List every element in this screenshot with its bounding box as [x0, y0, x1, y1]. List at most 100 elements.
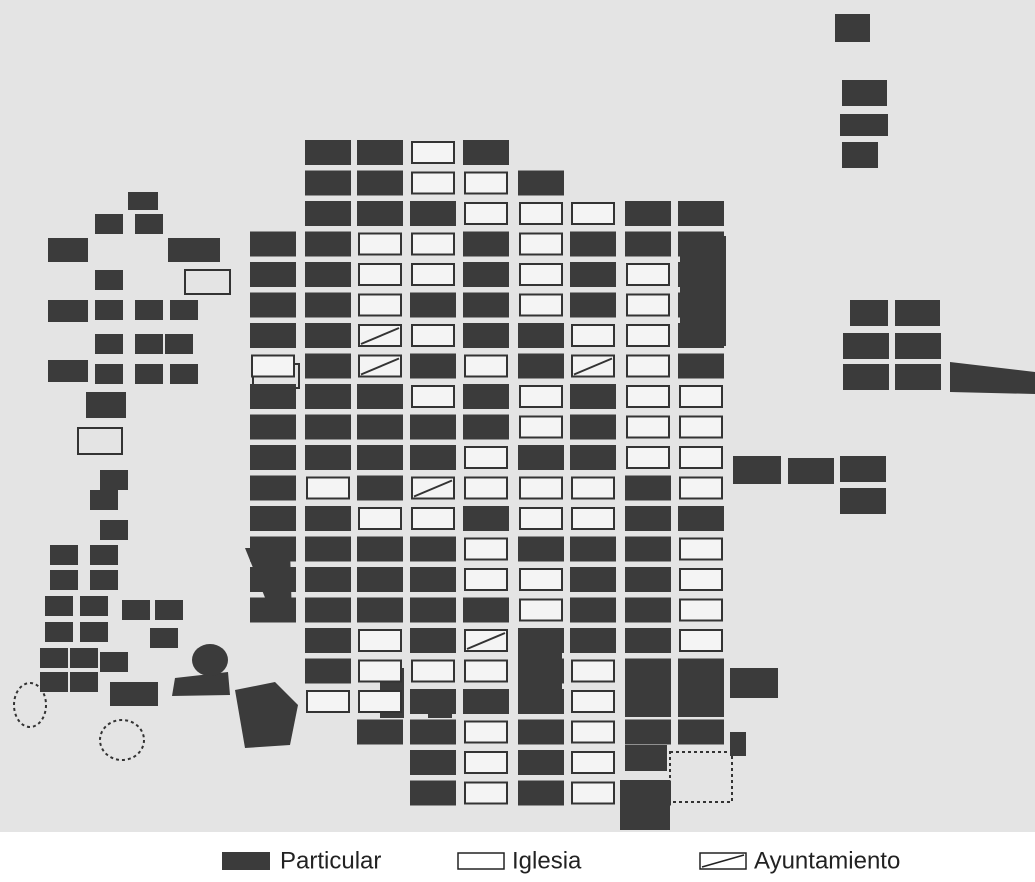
block	[100, 652, 128, 672]
block	[305, 536, 351, 562]
block	[358, 690, 402, 713]
block	[464, 537, 508, 561]
block	[843, 364, 889, 390]
block	[410, 445, 456, 470]
block	[357, 384, 403, 409]
block	[305, 414, 351, 440]
block	[678, 353, 724, 379]
block	[411, 507, 455, 530]
block	[571, 720, 615, 744]
block	[850, 300, 888, 326]
block	[625, 567, 671, 592]
block	[678, 689, 724, 714]
block	[305, 231, 351, 257]
city-blocks	[13, 14, 1035, 830]
block	[571, 659, 615, 683]
block	[357, 445, 403, 470]
block	[463, 292, 509, 318]
block	[357, 536, 403, 562]
block	[358, 232, 402, 256]
block	[100, 520, 128, 540]
block	[80, 596, 108, 616]
block	[733, 456, 781, 484]
block	[679, 476, 723, 500]
block	[357, 719, 403, 745]
block	[122, 600, 150, 620]
block	[895, 333, 941, 359]
block	[625, 231, 671, 257]
block	[168, 238, 220, 262]
block	[570, 567, 616, 592]
block	[45, 596, 73, 616]
block	[410, 750, 456, 775]
block	[410, 201, 456, 226]
block-hatch	[360, 327, 400, 345]
block	[519, 598, 563, 622]
block	[184, 269, 231, 295]
block	[250, 445, 296, 470]
block	[250, 567, 296, 592]
block	[518, 536, 564, 562]
block	[835, 14, 870, 42]
block	[571, 202, 615, 225]
block	[135, 334, 163, 354]
block	[626, 354, 670, 378]
block	[570, 536, 616, 562]
block	[464, 659, 508, 683]
block	[172, 672, 230, 696]
block	[50, 570, 78, 590]
block	[357, 597, 403, 623]
block	[90, 490, 118, 510]
legend-label: Iglesia	[512, 847, 582, 874]
block	[170, 300, 198, 320]
block	[90, 545, 118, 565]
block	[250, 292, 296, 318]
block	[570, 445, 616, 470]
block	[306, 476, 350, 500]
block	[679, 385, 723, 408]
block	[625, 658, 671, 684]
block	[678, 506, 724, 531]
block	[571, 751, 615, 774]
block	[410, 292, 456, 318]
outline	[13, 682, 47, 728]
block	[100, 470, 128, 490]
block	[464, 171, 508, 195]
block	[48, 300, 88, 322]
block	[305, 140, 351, 165]
block	[410, 719, 456, 745]
legend-label: Particular	[280, 847, 381, 874]
block	[411, 263, 455, 286]
block	[679, 568, 723, 591]
block	[411, 324, 455, 347]
block	[678, 323, 724, 348]
block	[357, 140, 403, 165]
block	[305, 323, 351, 348]
block	[571, 781, 615, 805]
block	[410, 414, 456, 440]
block	[571, 690, 615, 713]
block	[463, 140, 509, 165]
block	[518, 445, 564, 470]
block	[357, 170, 403, 196]
block	[570, 292, 616, 318]
block	[626, 385, 670, 408]
block	[410, 780, 456, 806]
block	[251, 354, 295, 378]
block	[77, 427, 123, 455]
block	[70, 672, 98, 692]
block	[357, 567, 403, 592]
block	[625, 201, 671, 226]
block	[519, 415, 563, 439]
block	[625, 780, 671, 806]
block	[305, 597, 351, 623]
block	[357, 201, 403, 226]
block	[679, 415, 723, 439]
block	[843, 333, 889, 359]
block	[678, 658, 724, 684]
block	[411, 659, 455, 683]
block	[358, 629, 402, 652]
block	[626, 263, 670, 286]
outline	[669, 751, 733, 803]
